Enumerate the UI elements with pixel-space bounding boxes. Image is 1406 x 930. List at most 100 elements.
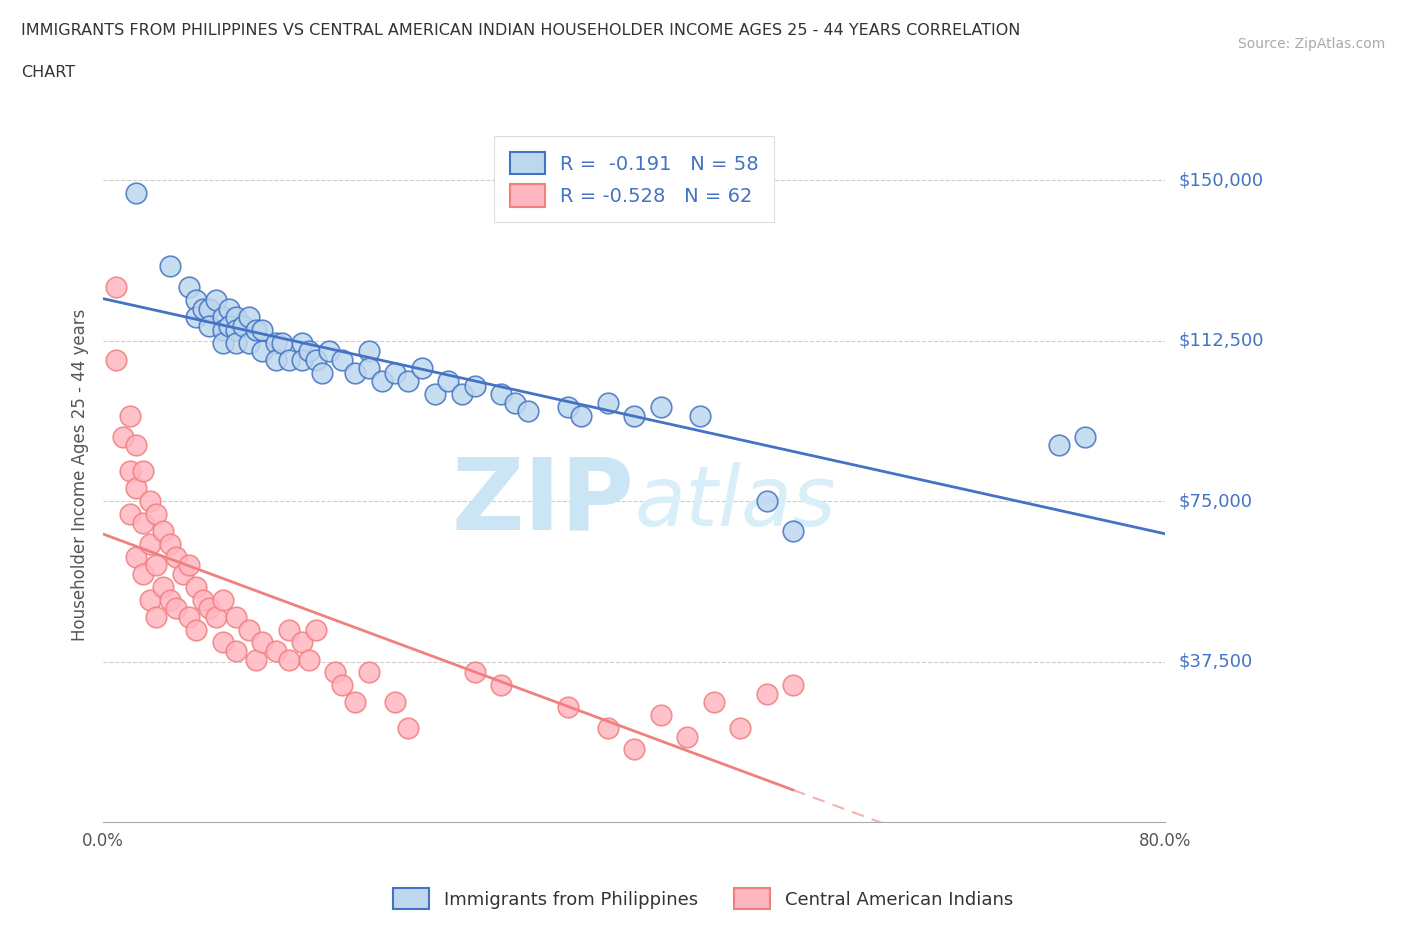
Text: $37,500: $37,500	[1180, 653, 1253, 671]
Point	[304, 622, 326, 637]
Point	[191, 592, 214, 607]
Point	[165, 550, 187, 565]
Point	[105, 280, 128, 295]
Point	[318, 344, 340, 359]
Point	[245, 652, 267, 667]
Point	[184, 622, 207, 637]
Point	[623, 408, 645, 423]
Point	[118, 507, 141, 522]
Point	[172, 566, 194, 581]
Point	[238, 622, 260, 637]
Point	[278, 652, 301, 667]
Point	[344, 695, 367, 710]
Point	[596, 395, 619, 410]
Point	[1074, 430, 1097, 445]
Point	[179, 280, 201, 295]
Point	[218, 318, 240, 333]
Point	[730, 721, 752, 736]
Point	[179, 558, 201, 573]
Point	[357, 361, 380, 376]
Point	[278, 622, 301, 637]
Point	[755, 686, 778, 701]
Point	[396, 721, 419, 736]
Point	[384, 695, 406, 710]
Point	[325, 665, 347, 680]
Point	[225, 310, 247, 325]
Point	[264, 352, 287, 367]
Point	[138, 592, 160, 607]
Point	[159, 592, 181, 607]
Point	[291, 352, 314, 367]
Point	[491, 678, 513, 693]
Point	[516, 404, 538, 418]
Point	[159, 259, 181, 273]
Point	[650, 400, 672, 415]
Point	[118, 408, 141, 423]
Point	[464, 379, 486, 393]
Point	[211, 635, 233, 650]
Point	[464, 665, 486, 680]
Text: $112,500: $112,500	[1180, 332, 1264, 350]
Point	[264, 644, 287, 658]
Point	[132, 515, 155, 530]
Point	[291, 635, 314, 650]
Point	[132, 566, 155, 581]
Text: Source: ZipAtlas.com: Source: ZipAtlas.com	[1237, 37, 1385, 51]
Point	[437, 374, 460, 389]
Point	[231, 318, 253, 333]
Point	[211, 310, 233, 325]
Point	[205, 293, 228, 308]
Point	[125, 185, 148, 200]
Point	[330, 352, 353, 367]
Point	[112, 430, 135, 445]
Text: $150,000: $150,000	[1180, 171, 1264, 189]
Point	[423, 387, 446, 402]
Point	[304, 352, 326, 367]
Point	[357, 665, 380, 680]
Point	[211, 592, 233, 607]
Point	[184, 579, 207, 594]
Point	[755, 494, 778, 509]
Point	[491, 387, 513, 402]
Point	[264, 336, 287, 351]
Point	[225, 644, 247, 658]
Point	[184, 310, 207, 325]
Point	[782, 678, 804, 693]
Point	[205, 609, 228, 624]
Point	[291, 336, 314, 351]
Point	[311, 365, 333, 380]
Point	[211, 323, 233, 338]
Point	[689, 408, 711, 423]
Point	[782, 524, 804, 538]
Point	[152, 524, 174, 538]
Point	[125, 438, 148, 453]
Point	[138, 537, 160, 551]
Point	[396, 374, 419, 389]
Point	[278, 352, 301, 367]
Point	[252, 635, 274, 650]
Point	[198, 318, 221, 333]
Point	[138, 494, 160, 509]
Point	[179, 609, 201, 624]
Point	[450, 387, 472, 402]
Point	[118, 464, 141, 479]
Legend: R =  -0.191   N = 58, R = -0.528   N = 62: R = -0.191 N = 58, R = -0.528 N = 62	[494, 137, 775, 222]
Point	[557, 400, 579, 415]
Point	[145, 507, 167, 522]
Point	[145, 609, 167, 624]
Text: atlas: atlas	[634, 461, 835, 543]
Point	[125, 550, 148, 565]
Point	[569, 408, 592, 423]
Point	[125, 481, 148, 496]
Point	[298, 652, 321, 667]
Point	[152, 579, 174, 594]
Point	[503, 395, 526, 410]
Point	[105, 352, 128, 367]
Point	[238, 310, 260, 325]
Point	[623, 742, 645, 757]
Point	[225, 336, 247, 351]
Point	[225, 323, 247, 338]
Point	[596, 721, 619, 736]
Point	[271, 336, 294, 351]
Point	[650, 708, 672, 723]
